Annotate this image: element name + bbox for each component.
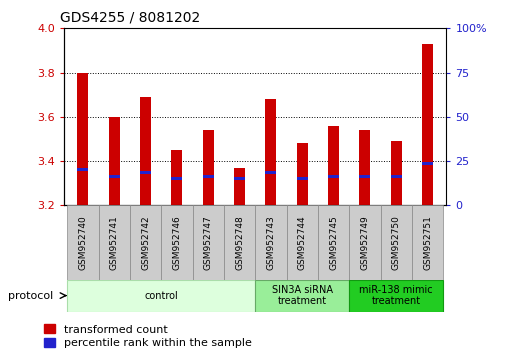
Bar [318, 205, 349, 280]
Text: GSM952744: GSM952744 [298, 215, 307, 270]
Bar [412, 205, 443, 280]
Text: GSM952741: GSM952741 [110, 215, 119, 270]
Bar [109, 175, 120, 178]
Bar [360, 130, 370, 205]
Bar [234, 168, 245, 205]
Bar [171, 150, 183, 205]
Text: GSM952749: GSM952749 [360, 215, 369, 270]
Bar [130, 205, 161, 280]
Bar [255, 205, 287, 280]
Bar [77, 73, 88, 205]
Bar [349, 205, 381, 280]
Bar [265, 171, 277, 173]
Bar [287, 205, 318, 280]
Bar [297, 177, 308, 180]
Legend: transformed count, percentile rank within the sample: transformed count, percentile rank withi… [44, 324, 252, 348]
Bar [381, 205, 412, 280]
Bar [67, 280, 255, 312]
Text: GSM952751: GSM952751 [423, 215, 432, 270]
Bar [360, 175, 370, 178]
Text: GSM952743: GSM952743 [266, 215, 275, 270]
Bar [422, 44, 433, 205]
Bar [140, 171, 151, 173]
Bar [203, 175, 214, 178]
Bar [391, 141, 402, 205]
Bar [109, 117, 120, 205]
Bar [192, 205, 224, 280]
Text: SIN3A siRNA
treatment: SIN3A siRNA treatment [272, 285, 333, 307]
Bar [255, 280, 349, 312]
Bar [140, 97, 151, 205]
Text: GSM952748: GSM952748 [235, 215, 244, 270]
Text: control: control [144, 291, 178, 301]
Bar [77, 169, 88, 171]
Bar [203, 130, 214, 205]
Bar [391, 175, 402, 178]
Bar [234, 177, 245, 180]
Bar [297, 143, 308, 205]
Bar [328, 175, 339, 178]
Bar [265, 99, 277, 205]
Bar [161, 205, 192, 280]
Bar [224, 205, 255, 280]
Bar [98, 205, 130, 280]
Text: GSM952745: GSM952745 [329, 215, 338, 270]
Text: miR-138 mimic
treatment: miR-138 mimic treatment [360, 285, 433, 307]
Bar [328, 126, 339, 205]
Text: GSM952747: GSM952747 [204, 215, 213, 270]
Bar [171, 177, 183, 180]
Bar [422, 162, 433, 165]
Text: GDS4255 / 8081202: GDS4255 / 8081202 [61, 10, 201, 24]
Text: GSM952746: GSM952746 [172, 215, 182, 270]
Text: GSM952742: GSM952742 [141, 215, 150, 270]
Bar [349, 280, 443, 312]
Text: GSM952750: GSM952750 [392, 215, 401, 270]
Text: GSM952740: GSM952740 [78, 215, 87, 270]
Bar [67, 205, 98, 280]
Text: protocol: protocol [8, 291, 53, 301]
